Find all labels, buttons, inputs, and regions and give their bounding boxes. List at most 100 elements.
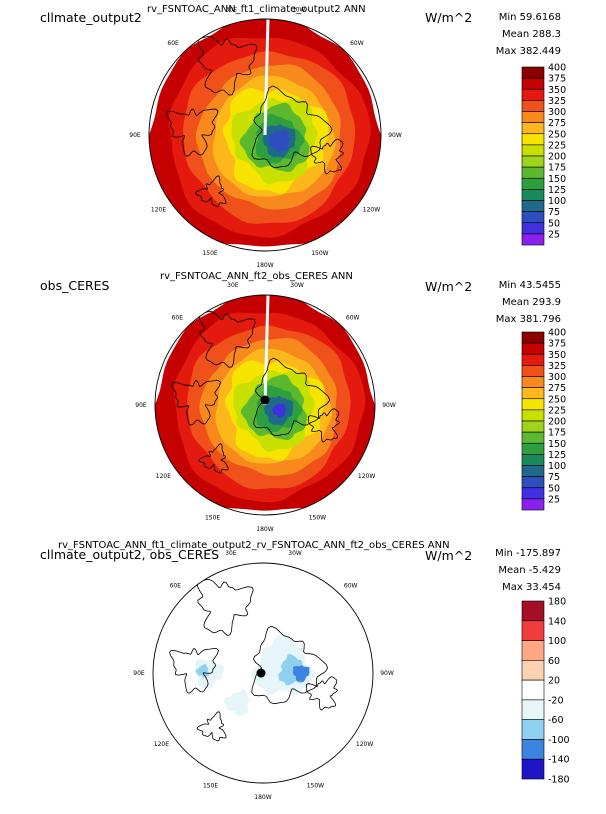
colorbar-label: 175 bbox=[548, 428, 566, 439]
colorbar-label: 25 bbox=[548, 494, 560, 505]
longitude-label: 60E bbox=[167, 40, 179, 47]
colorbar-label: -20 bbox=[548, 695, 564, 706]
longitude-label: 90E bbox=[133, 670, 145, 677]
longitude-label: 150W bbox=[309, 514, 326, 521]
polar-map: 30E 30W 60E 60W 90E 90W 120E 120W 150E 150W 180W bbox=[133, 550, 394, 801]
colorbar-label: 375 bbox=[548, 74, 566, 85]
chart-title: rv_FSNTOAC_ANN_ft1_climate_output2 ANN bbox=[147, 4, 366, 15]
colorbar-label: 300 bbox=[548, 107, 566, 118]
stat-min: Min 43.5455 bbox=[498, 280, 561, 291]
coastline bbox=[197, 579, 254, 636]
coastline bbox=[306, 676, 339, 711]
polar-map: 30E 30W 60E 60W 90E 90W 120E 120W 150E 150W 180W bbox=[135, 282, 396, 533]
data-seam bbox=[263, 19, 270, 136]
colorbar-label: 325 bbox=[548, 96, 566, 107]
pole-marker bbox=[260, 395, 270, 405]
colorbar-label: 75 bbox=[548, 207, 560, 218]
panel-observation: obs_CERES rv_FSNTOAC_ANN_ft2_obs_CERES A… bbox=[0, 270, 606, 540]
panel-model: cllmate_output2 rv_FSNTOAC_ANN_ft1_clima… bbox=[0, 0, 606, 270]
colorbar-swatch bbox=[521, 376, 545, 388]
panel-difference: cllmate_output2, obs_CERES rv_FSNTOAC_AN… bbox=[0, 540, 606, 814]
longitude-label: 120E bbox=[154, 741, 169, 748]
difference-patch bbox=[195, 663, 209, 678]
units-label: W/m^2 bbox=[425, 10, 473, 25]
longitude-label: 150E bbox=[202, 250, 217, 257]
colorbar-label: 200 bbox=[548, 152, 566, 163]
stat-max: Max 381.796 bbox=[495, 314, 561, 325]
colorbar-swatch bbox=[521, 365, 545, 377]
longitude-label: 150E bbox=[203, 782, 218, 789]
colorbar-swatch bbox=[521, 387, 545, 400]
colorbar-swatch bbox=[521, 331, 545, 344]
coastline bbox=[308, 408, 341, 443]
colorbar-swatch bbox=[521, 679, 545, 701]
colorbar-label: 400 bbox=[548, 328, 566, 339]
coastline bbox=[196, 711, 227, 742]
map-border bbox=[154, 294, 376, 516]
colorbar-label: 225 bbox=[548, 140, 566, 151]
stat-mean: Mean -5.429 bbox=[498, 565, 561, 576]
map-border bbox=[152, 562, 374, 784]
longitude-label: 60W bbox=[350, 40, 364, 47]
longitude-label: 120E bbox=[156, 473, 171, 480]
colorbar-swatch bbox=[521, 233, 545, 246]
longitude-label: 30W bbox=[288, 550, 302, 557]
colorbar-swatch bbox=[521, 133, 545, 146]
colorbar-swatch bbox=[521, 398, 545, 411]
longitude-label: 30E bbox=[227, 282, 239, 289]
longitude-label: 60E bbox=[170, 582, 182, 589]
colorbar-swatch bbox=[521, 211, 545, 224]
longitude-label: 150E bbox=[205, 514, 220, 521]
colorbar-swatch bbox=[521, 409, 545, 422]
coastline bbox=[251, 85, 333, 169]
colorbar-swatch bbox=[521, 200, 545, 212]
coastline bbox=[165, 108, 219, 157]
longitude-label: 120W bbox=[358, 473, 375, 480]
stat-min: Min 59.6168 bbox=[498, 12, 561, 23]
colorbar-label: 150 bbox=[548, 439, 566, 450]
colorbar-label: 275 bbox=[548, 118, 566, 129]
coastline bbox=[198, 443, 229, 474]
colorbar: 4003753503253002752502252001751501251007… bbox=[521, 63, 566, 246]
colorbar-swatch bbox=[521, 66, 545, 79]
coastline bbox=[251, 625, 329, 705]
colorbar-swatch bbox=[521, 699, 545, 720]
colorbar-swatch bbox=[521, 600, 545, 622]
longitude-label: 30E bbox=[225, 550, 237, 557]
units-label: W/m^2 bbox=[425, 279, 473, 294]
colorbar-label: 400 bbox=[548, 63, 566, 74]
colorbar-label: 60 bbox=[548, 656, 560, 667]
left-label: cllmate_output2 bbox=[40, 10, 142, 25]
longitude-label: 60W bbox=[346, 314, 360, 321]
colorbar-label: 100 bbox=[548, 461, 566, 472]
longitude-label: 90E bbox=[129, 132, 141, 139]
field-contour bbox=[268, 129, 291, 152]
colorbar-swatch bbox=[521, 122, 545, 135]
colorbar-label: 250 bbox=[548, 129, 566, 140]
chart-title: rv_FSNTOAC_ANN_ft1_climate_output2_rv_FS… bbox=[58, 540, 450, 551]
colorbar-label: -100 bbox=[548, 735, 570, 746]
longitude-label: 120E bbox=[151, 207, 166, 214]
colorbar-swatch bbox=[521, 465, 545, 477]
colorbar-swatch bbox=[521, 660, 545, 681]
units-label: W/m^2 bbox=[425, 548, 473, 563]
polar-map: 30E 30W 60E 60W 90E 90W 120E 120W 150E 150W 180W bbox=[129, 6, 402, 269]
colorbar-swatch bbox=[521, 155, 545, 168]
colorbar-label: 25 bbox=[548, 229, 560, 240]
colorbar-swatch bbox=[521, 431, 545, 444]
colorbar: 180 140 100 60 20 -20 -60 -100 -140 -180 bbox=[521, 597, 570, 786]
colorbar-label: 250 bbox=[548, 394, 566, 405]
left-label: cllmate_output2, obs_CERES bbox=[40, 547, 220, 562]
colorbar-swatch bbox=[521, 719, 545, 740]
colorbar-swatch bbox=[521, 620, 545, 641]
longitude-label: 30W bbox=[292, 6, 306, 13]
colorbar-label: 100 bbox=[548, 196, 566, 207]
colorbar-label: 140 bbox=[548, 616, 566, 627]
colorbar-label: 375 bbox=[548, 339, 566, 350]
longitude-label: 150W bbox=[311, 250, 328, 257]
colorbar-swatch bbox=[521, 100, 545, 112]
colorbar-swatch bbox=[521, 758, 545, 780]
stats-box: Min 43.5455 Mean 293.9 Max 381.796 bbox=[496, 277, 561, 328]
stat-max: Max 382.449 bbox=[495, 46, 561, 57]
colorbar-swatch bbox=[521, 454, 545, 466]
